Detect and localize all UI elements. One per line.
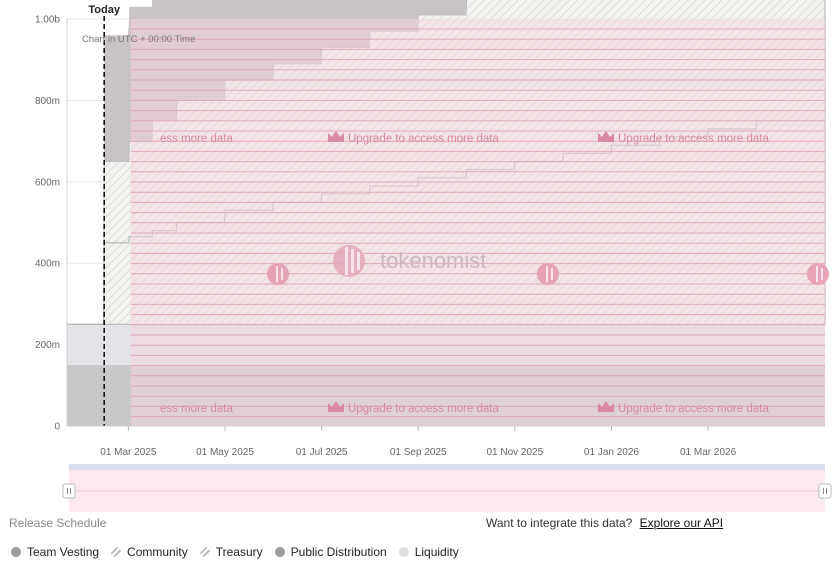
legend-item-treasury[interactable]: Treasury — [199, 545, 263, 559]
locked-data-overlay[interactable]: ess more data Upgrade to access more data… — [130, 19, 829, 426]
y-tick-label: 200m — [35, 340, 60, 351]
x-tick-label: 01 Jul 2025 — [296, 447, 348, 458]
chart-subtitle: Chart in UTC + 00:00 Time — [82, 34, 195, 45]
lock-bar — [546, 266, 548, 282]
chart-legend: Team Vesting Community Treasury Public D… — [11, 545, 459, 559]
legend-swatch-icon — [274, 547, 285, 557]
crown-icon[interactable] — [328, 131, 344, 142]
legend-swatch-icon — [11, 547, 21, 557]
explore-api-link[interactable]: Explore our API — [639, 516, 724, 530]
y-tick-label: 600m — [35, 177, 60, 188]
upgrade-link[interactable]: ess more data — [160, 403, 233, 415]
upgrade-link[interactable]: Upgrade to access more data — [348, 133, 499, 145]
lock-circle-icon[interactable] — [537, 263, 559, 285]
crown-shape — [598, 401, 614, 412]
crown-icon[interactable] — [598, 401, 614, 412]
crown-icon[interactable] — [598, 131, 614, 142]
crown-shape — [328, 131, 344, 142]
legend-item-public-distribution[interactable]: Public Distribution — [274, 545, 387, 559]
x-tick-label: 01 Jan 2026 — [584, 447, 639, 458]
legend-item-team-vesting[interactable]: Team Vesting — [11, 545, 99, 559]
axes: 0 200m 400m 600m 800m 1.00b 01 Mar 2025 01 May … — [35, 15, 825, 458]
lock-bar — [551, 268, 553, 280]
x-tick-label: 01 Mar 2025 — [100, 447, 157, 458]
x-tick-label: 01 Mar 2026 — [680, 447, 737, 458]
crown-shape — [328, 401, 344, 412]
legend-label: Team Vesting — [27, 545, 100, 559]
x-tick-label: 01 Nov 2025 — [486, 447, 543, 458]
lock-circle-icon[interactable] — [267, 263, 289, 285]
integrate-text: Want to integrate this data? — [486, 516, 633, 530]
y-tick-label: 400m — [35, 259, 60, 270]
legend-swatch-icon — [111, 547, 122, 557]
crown-shape — [598, 131, 614, 142]
today-label: Today — [88, 4, 120, 16]
legend-item-liquidity[interactable]: Liquidity — [398, 545, 459, 559]
y-tick-label: 1.00b — [35, 15, 60, 26]
range-handle-left[interactable] — [62, 483, 76, 499]
upgrade-link[interactable]: ess more data — [160, 133, 233, 145]
upgrade-link[interactable]: Upgrade to access more data — [618, 133, 769, 145]
x-tick-label: 01 Sep 2025 — [390, 447, 447, 458]
tokenomist-logo-icon — [333, 245, 365, 277]
legend-label: Treasury — [215, 545, 263, 559]
legend-swatch-icon — [199, 547, 210, 557]
upgrade-link[interactable]: Upgrade to access more data — [348, 403, 499, 415]
range-handle-right[interactable] — [818, 483, 832, 499]
lock-circle-icon[interactable] — [807, 263, 829, 285]
legend-label: Liquidity — [414, 545, 459, 559]
lock-bar — [821, 268, 823, 280]
legend-item-community[interactable]: Community — [111, 545, 188, 559]
range-navigator[interactable] — [62, 464, 832, 512]
lock-bar — [281, 268, 283, 280]
release-schedule-label: Release Schedule — [9, 516, 107, 530]
y-tick-label: 800m — [35, 96, 60, 107]
api-promo: Want to integrate this data? Explore our… — [486, 516, 723, 530]
crown-icon[interactable] — [328, 401, 344, 412]
tokenomist-watermark: tokenomist — [333, 245, 486, 277]
upgrade-link[interactable]: Upgrade to access more data — [618, 403, 769, 415]
watermark-text: tokenomist — [380, 248, 486, 273]
legend-swatch-icon — [398, 547, 409, 557]
lock-bar — [276, 266, 278, 282]
y-tick-label: 0 — [54, 422, 60, 433]
x-tick-label: 01 May 2025 — [196, 447, 254, 458]
legend-label: Community — [127, 545, 188, 559]
lock-bar — [816, 266, 818, 282]
legend-label: Public Distribution — [290, 545, 387, 559]
